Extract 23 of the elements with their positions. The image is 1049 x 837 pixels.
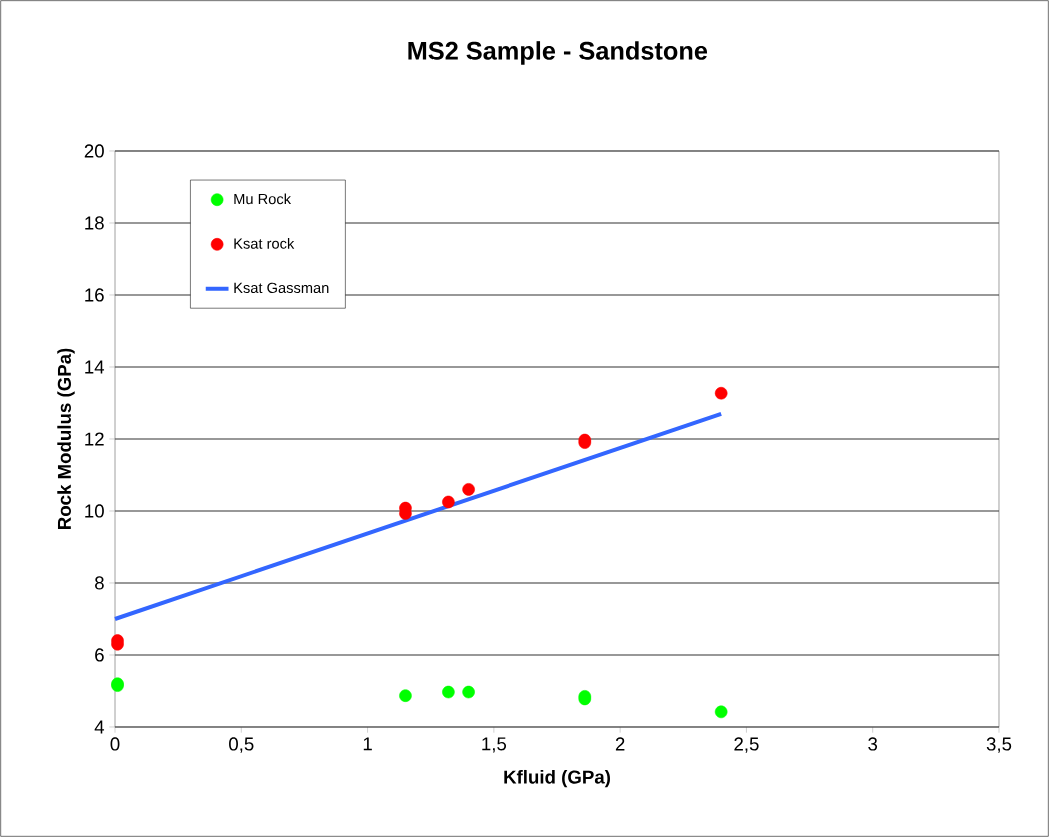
- y-tick-label: 6: [95, 648, 104, 662]
- y-tick-label: 8: [95, 576, 104, 590]
- y-tick-label: 12: [85, 432, 104, 446]
- y-tick-label: 18: [85, 216, 104, 230]
- y-tick-label: 4: [94, 720, 105, 734]
- x-axis-title: Kfluid (GPa): [504, 769, 610, 788]
- legend-label: Ksat rock: [234, 238, 295, 249]
- x-tick-label: 1: [363, 737, 372, 751]
- y-tick-label: 14: [85, 360, 105, 374]
- y-tick-label: 10: [85, 504, 104, 518]
- y-axis-title: Rock Modulus (GPa): [57, 348, 75, 529]
- chart-title: MS2 Sample - Sandstone: [408, 41, 708, 65]
- legend-label: Ksat Gassman: [234, 282, 329, 294]
- x-tick-label: 2: [615, 737, 625, 751]
- legend-label: Mu Rock: [234, 193, 292, 205]
- x-tick-label: 0: [110, 737, 120, 751]
- y-tick-label: 16: [85, 288, 104, 302]
- x-tick-label: 2,5: [734, 737, 759, 753]
- x-tick-label: 0,5: [229, 737, 254, 753]
- x-tick-label: 3: [868, 737, 878, 751]
- y-tick-label: 20: [84, 144, 104, 158]
- x-tick-label: 3,5: [986, 737, 1012, 753]
- x-tick-label: 1,5: [482, 737, 507, 753]
